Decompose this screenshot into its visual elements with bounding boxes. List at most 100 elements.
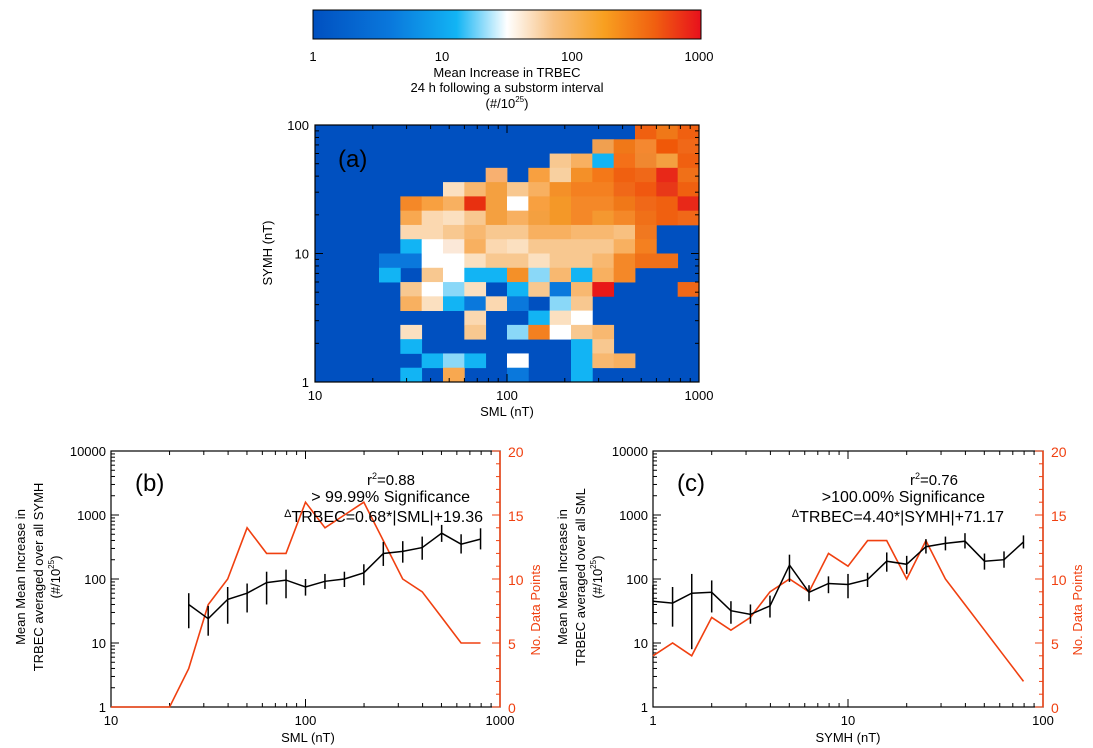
heatmap-cells	[315, 125, 700, 383]
y2-tick-label: 20	[508, 444, 524, 460]
heatmap-cell	[379, 267, 401, 283]
heatmap-cell	[400, 210, 423, 226]
heatmap-cell	[443, 353, 465, 369]
heatmap-cell	[592, 210, 615, 226]
heatmap-cell	[507, 239, 529, 254]
heatmap-cell	[549, 239, 572, 254]
heatmap-cell	[571, 182, 593, 197]
heatmap-cell	[507, 182, 529, 197]
colorbar-tick-10: 10	[435, 49, 449, 64]
heatmap-cell	[485, 253, 508, 269]
heatmap-cell	[528, 310, 551, 326]
heatmap-cell	[613, 182, 636, 197]
heatmap-cell	[507, 196, 529, 212]
panel-a-ylabel: SYMH (nT)	[260, 221, 275, 286]
panel-c-chart: 1 10 100 1 10 100 1000 10000 0 5 10 15 20 (c) r2=0.7…	[555, 444, 1085, 745]
colorbar-title-line2: 24 h following a substorm interval	[411, 80, 604, 95]
heatmap-cell	[571, 324, 593, 340]
heatmap-cell	[464, 210, 487, 226]
heatmap-cell	[592, 353, 615, 369]
heatmap-cell	[613, 239, 636, 254]
heatmap-cell	[635, 167, 657, 183]
heatmap-cell	[635, 125, 657, 140]
heatmap-cell	[528, 267, 551, 283]
heatmap-cell	[528, 224, 551, 240]
heatmap-cell	[571, 196, 593, 212]
heatmap-cell	[485, 196, 508, 212]
heatmap-cell	[485, 182, 508, 197]
heatmap-cell	[464, 267, 487, 283]
heatmap-cell	[592, 267, 615, 283]
heatmap-cell	[443, 196, 465, 212]
heatmap-cell	[549, 253, 572, 269]
heatmap-cell	[464, 324, 487, 340]
heatmap-cell	[421, 282, 444, 297]
heatmap-cell	[507, 282, 529, 297]
y-tick-label: 100	[84, 572, 106, 587]
heatmap-cell	[677, 282, 700, 297]
panel-c-ylabel-line3: (#/1025)	[589, 556, 605, 599]
heatmap-cell	[443, 210, 465, 226]
heatmap-cell	[443, 182, 465, 197]
y2-tick-label: 5	[1051, 636, 1059, 652]
heatmap-cell	[549, 324, 572, 340]
heatmap-cell	[421, 253, 444, 269]
panel-b-ylabel-line2: TRBEC averaged over all SYMH	[31, 483, 46, 672]
heatmap-cell	[571, 339, 593, 354]
heatmap-cell	[656, 167, 679, 183]
y-tick-label: 10000	[70, 444, 106, 459]
heatmap-cell	[421, 296, 444, 312]
heatmap-cell	[549, 196, 572, 212]
heatmap-cell	[571, 353, 593, 369]
heatmap-cell	[592, 339, 615, 354]
heatmap-cell	[656, 196, 679, 212]
heatmap-cell	[677, 196, 700, 212]
heatmap-cell	[485, 210, 508, 226]
heatmap-cell	[464, 296, 487, 312]
panel-c-ylabel-line2: TRBEC averaged over all SML	[573, 488, 588, 666]
panel-c-xlabel: SYMH (nT)	[816, 730, 881, 745]
heatmap-cell	[635, 210, 657, 226]
heatmap-cell	[485, 239, 508, 254]
heatmap-cell	[571, 239, 593, 254]
heatmap-cell	[528, 182, 551, 197]
x-tick-label: 10	[308, 388, 322, 403]
panel-c-ylabel-line1: Mean Mean Increase in	[555, 509, 570, 645]
y-tick-label: 1000	[619, 508, 648, 523]
heatmap-cell	[571, 167, 593, 183]
heatmap-cell	[507, 253, 529, 269]
y2-tick-label: 10	[1051, 572, 1067, 588]
heatmap-cell	[571, 153, 593, 169]
y-tick-label: 1	[641, 700, 648, 715]
heatmap-cell	[400, 253, 423, 269]
heatmap-cell	[549, 182, 572, 197]
heatmap-cell	[613, 224, 636, 240]
y2-tick-label: 0	[1051, 700, 1059, 716]
heatmap-cell	[613, 210, 636, 226]
heatmap-cell	[635, 182, 657, 197]
mean-increase-line	[188, 532, 481, 620]
x-tick-label: 10	[841, 713, 855, 728]
heatmap-cell	[656, 139, 679, 154]
heatmap-cell	[613, 167, 636, 183]
heatmap-cell	[677, 125, 700, 140]
heatmap-cell	[528, 167, 551, 183]
heatmap-cell	[507, 353, 529, 369]
y2-tick-label: 15	[1051, 508, 1067, 524]
heatmap-cell	[592, 282, 615, 297]
heatmap-cell	[400, 224, 423, 240]
heatmap-cell	[464, 310, 487, 326]
heatmap-cell	[443, 239, 465, 254]
panel-c-label: (c)	[677, 470, 705, 497]
heatmap-cell	[400, 367, 423, 383]
y-tick-label: 100	[287, 118, 309, 133]
heatmap-cell	[635, 196, 657, 212]
heatmap-cell	[571, 224, 593, 240]
heatmap-cell	[400, 324, 423, 340]
x-tick-label: 10	[104, 713, 118, 728]
heatmap-cell	[485, 267, 508, 283]
panel-b-y2label: No. Data Points	[528, 564, 543, 656]
heatmap-cell	[613, 267, 636, 283]
heatmap-cell	[592, 153, 615, 169]
